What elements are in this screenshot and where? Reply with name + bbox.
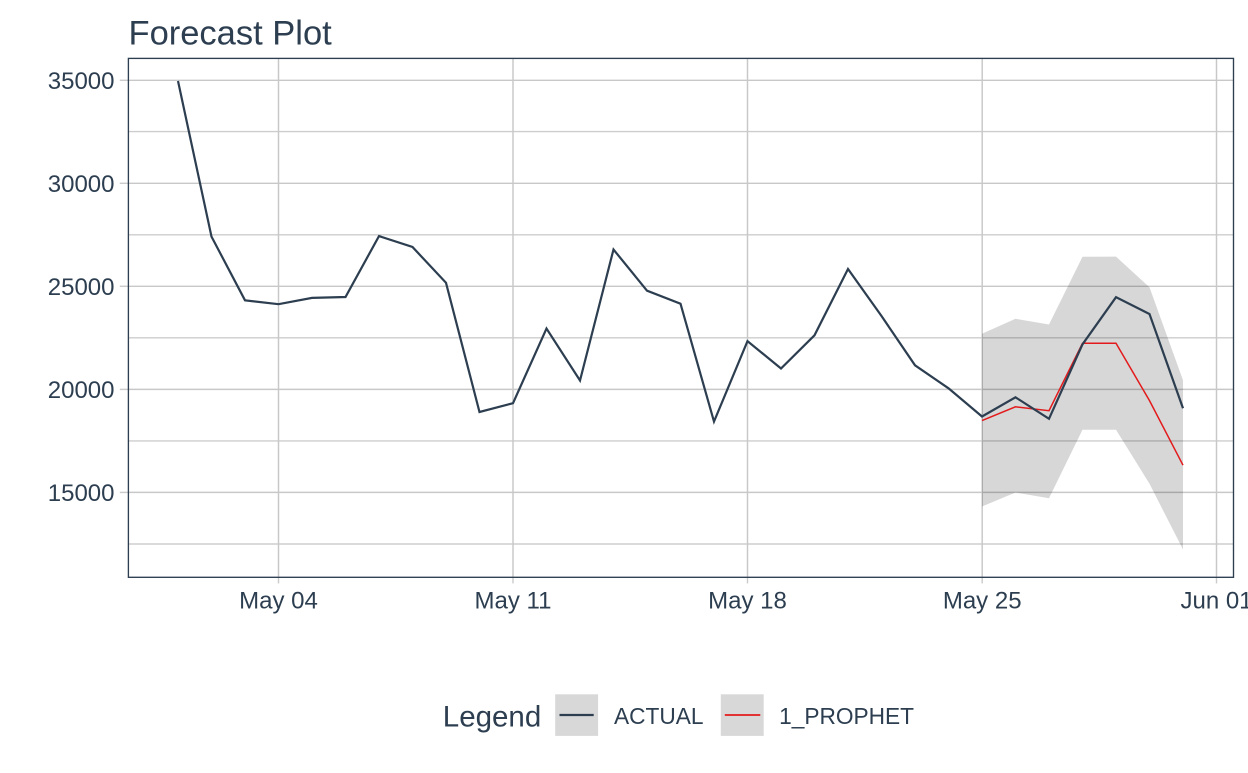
svg-text:15000: 15000 <box>48 480 115 507</box>
svg-text:35000: 35000 <box>48 68 115 95</box>
svg-text:1_PROPHET: 1_PROPHET <box>779 703 914 729</box>
svg-text:25000: 25000 <box>48 274 115 301</box>
svg-text:May 25: May 25 <box>943 587 1022 614</box>
svg-text:30000: 30000 <box>48 171 115 198</box>
svg-text:Jun 01: Jun 01 <box>1180 587 1248 614</box>
svg-text:20000: 20000 <box>48 377 115 404</box>
svg-text:Forecast Plot: Forecast Plot <box>129 14 333 52</box>
svg-text:May 18: May 18 <box>708 587 787 614</box>
svg-text:May 11: May 11 <box>475 587 552 614</box>
svg-text:ACTUAL: ACTUAL <box>614 703 704 729</box>
svg-text:Legend: Legend <box>443 701 541 734</box>
svg-text:May 04: May 04 <box>239 587 318 614</box>
